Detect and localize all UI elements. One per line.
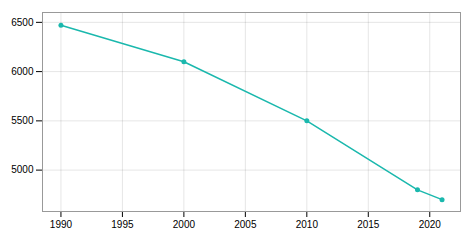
- svg-text:2010: 2010: [296, 219, 319, 230]
- svg-text:6500: 6500: [11, 17, 34, 28]
- svg-text:6000: 6000: [11, 66, 34, 77]
- svg-text:1990: 1990: [50, 219, 73, 230]
- svg-text:2020: 2020: [419, 219, 442, 230]
- svg-text:5500: 5500: [11, 115, 34, 126]
- svg-text:2005: 2005: [234, 219, 257, 230]
- svg-text:2015: 2015: [357, 219, 380, 230]
- svg-text:2000: 2000: [173, 219, 196, 230]
- svg-text:1995: 1995: [111, 219, 134, 230]
- svg-text:5000: 5000: [11, 164, 34, 175]
